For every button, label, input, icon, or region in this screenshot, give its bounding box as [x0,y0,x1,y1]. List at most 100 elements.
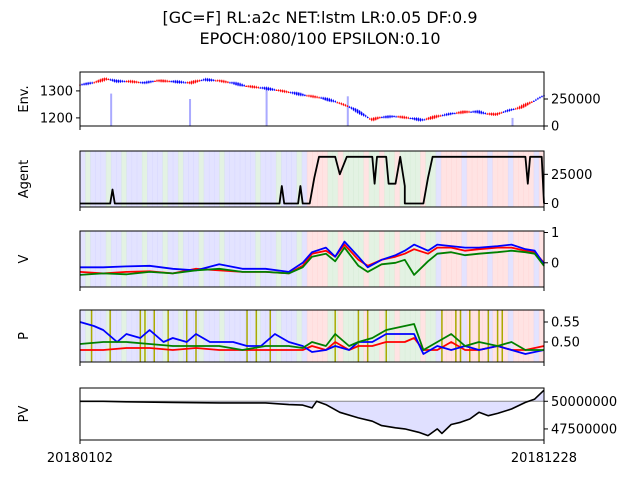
v-background-band [234,231,241,287]
candle-body [421,119,424,121]
volume-bar [110,93,113,126]
candle-body [372,117,375,121]
v-background-band [368,231,375,287]
candle-body [89,82,91,84]
v-background-band [451,231,457,287]
agent-background-band [286,151,292,207]
candle-body [494,113,497,116]
agent-background-band [446,151,452,207]
candle-body [194,80,197,83]
candle-body [433,115,436,119]
candle-body [314,96,316,98]
v-background-band [296,231,303,287]
candle-body [472,111,474,113]
agent-background-band [152,151,158,207]
agent-background-band [353,151,359,207]
p-background-band [420,310,426,362]
candle-body [366,117,369,119]
candle-body [508,109,511,112]
p-background-band [409,310,416,362]
candle-body [202,79,205,81]
p-background-band [476,310,483,362]
p-background-band [281,310,287,362]
agent-series-line [80,155,545,205]
candle-body [192,80,195,84]
agent-background-band [456,151,463,207]
v-background-band [513,231,519,287]
candle-body [370,118,373,121]
candle-body [474,110,476,113]
agent-background-band [162,151,169,207]
agent-background-band [270,151,277,207]
v-background-band [466,231,473,287]
panel-p: 0.50 0.55 P [17,309,580,366]
v-background-band [389,231,395,287]
v-background-band [523,231,530,287]
v-background-band [317,231,323,287]
candle-body [322,97,324,100]
p-background-band [471,310,478,362]
candle-body [312,95,314,98]
agent-background-band [234,151,241,207]
p-background-band [105,310,112,362]
candle-body [265,87,268,90]
v-background-band [533,231,540,287]
agent-background-band [141,151,148,207]
panel-v: 0 1 V [17,226,559,291]
candle-body [162,79,164,82]
v-background-band [85,231,91,287]
p-background-band [461,310,468,362]
candle-body [498,112,501,115]
agent-background-band [528,151,535,207]
candle-body [456,112,458,114]
p-background-band [404,310,411,362]
candle-body [285,91,288,93]
candle-body [522,104,525,108]
agent-background-band [368,151,375,207]
candle-body [229,82,231,84]
p-background-band [219,310,225,362]
candle-body [518,106,521,109]
agent-background-band [203,151,210,207]
agent-background-band [476,151,483,207]
candle-body [326,98,328,101]
agent-background-band [183,151,189,207]
p-background-band [440,310,447,362]
p-background-band [162,310,169,362]
agent-background-band [177,151,184,207]
candle-body [293,92,296,95]
candle-body [97,80,100,83]
agent-background-band [136,151,143,207]
agent-background-band [306,151,313,207]
agent-background-band [533,151,540,207]
p-background-band [363,310,370,362]
agent-background-band [281,151,287,207]
agent-frame [79,150,545,208]
p-background-band [110,310,117,362]
candle-body [541,96,543,98]
p-background-band [384,310,390,362]
v-background-band [90,231,96,287]
agent-background-band [363,151,370,207]
candle-body [182,81,185,83]
candle-body [152,81,154,83]
v-tick-label: 0 [551,256,559,271]
p-background-band [167,310,174,362]
candle-body [496,113,499,116]
p-background-band [507,310,514,362]
agent-background-band [538,151,545,207]
p-background-band [136,310,143,362]
v-background-band [435,231,442,287]
candle-body [219,80,221,82]
candle-body [486,113,489,115]
candle-body [261,87,264,89]
p-green-line [79,323,544,351]
candle-body [354,108,357,112]
p-background-band [147,310,153,362]
v-background-band [177,231,184,287]
candle-body [356,109,359,113]
candle-body [172,80,175,83]
candle-body [210,79,213,81]
candle-body [200,80,203,82]
p-tick-label: 0.55 [551,316,580,331]
